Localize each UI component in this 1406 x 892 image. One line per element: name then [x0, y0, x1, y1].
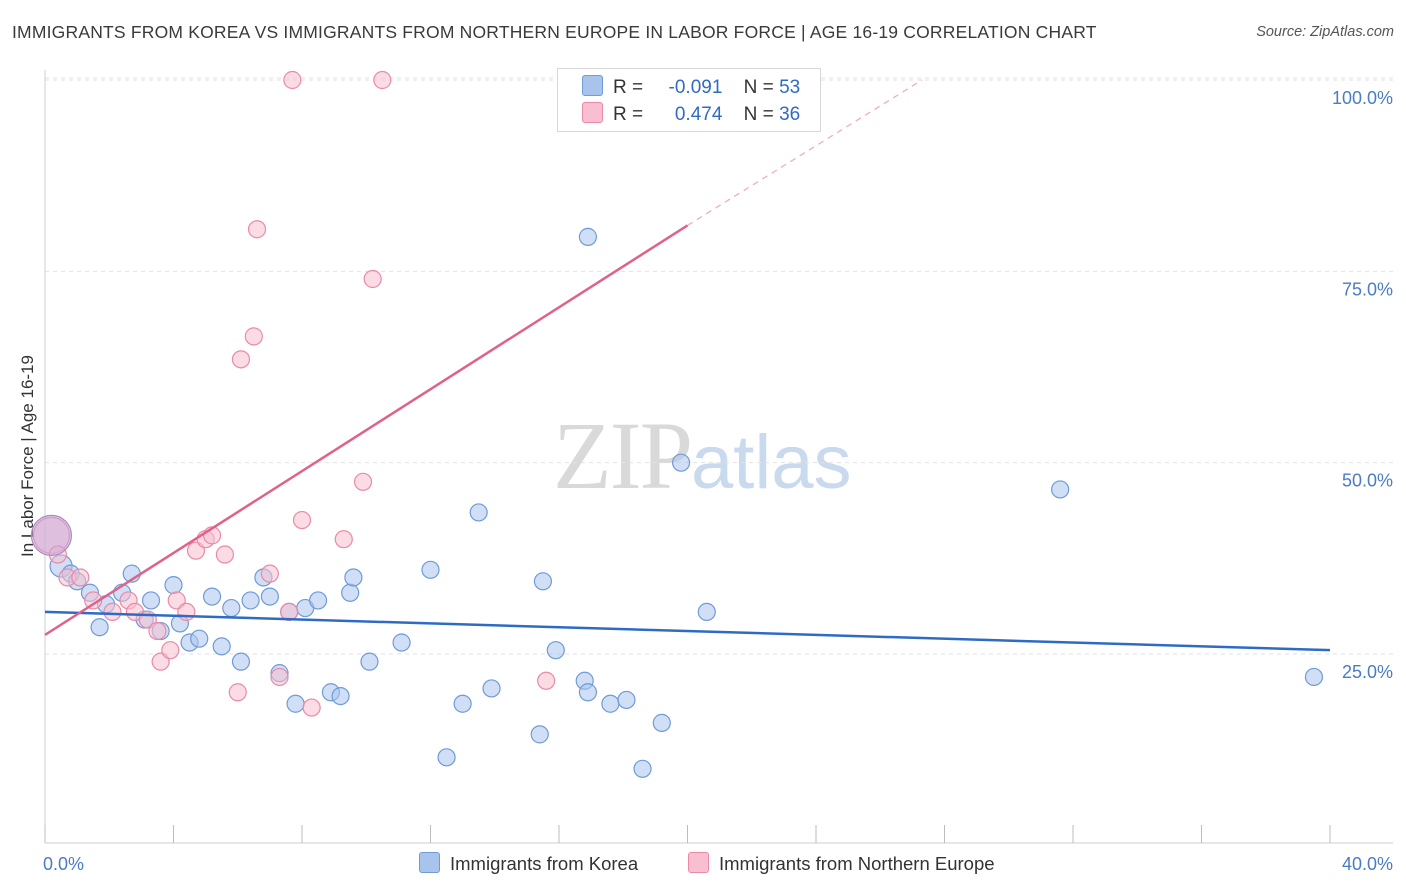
trendline-extension-northern-europe: [687, 79, 923, 226]
point-korea-32: [392, 633, 411, 652]
point-northern-europe-23: [270, 667, 289, 687]
point-korea-40: [546, 641, 565, 660]
trendline-korea: [44, 610, 1331, 652]
legend-n-label-northern-europe: N =: [743, 104, 774, 125]
bottom-legend-label-korea: Immigrants from Korea: [450, 853, 639, 874]
point-northern-europe-20: [244, 327, 263, 346]
y-tick-label-25: 25.0%: [1342, 662, 1393, 682]
bottom-legend-label-northern-europe: Immigrants from Northern Europe: [719, 853, 995, 874]
y-tick-label-75: 75.0%: [1342, 279, 1393, 299]
chart-title: IMMIGRANTS FROM KOREA VS IMMIGRANTS FROM…: [12, 22, 1097, 42]
point-northern-europe-3: [71, 568, 90, 587]
point-korea-18: [231, 652, 251, 671]
point-northern-europe-26: [292, 510, 312, 530]
legend-swatch-northern-europe: [582, 102, 603, 123]
point-northern-europe-30: [363, 269, 382, 289]
point-korea-44: [601, 694, 620, 713]
point-northern-europe-17: [215, 545, 234, 564]
point-korea-9: [141, 591, 161, 610]
point-korea-38: [533, 572, 553, 591]
point-korea-29: [341, 583, 360, 602]
point-korea-28: [331, 686, 350, 706]
y-tick-label-50: 50.0%: [1342, 471, 1393, 491]
point-korea-15: [202, 587, 222, 606]
legend-r-label-northern-europe: R =: [613, 104, 644, 125]
point-northern-europe-27: [302, 698, 321, 717]
point-korea-30: [344, 568, 363, 587]
source-label: Source: ZipAtlas.com: [1256, 24, 1394, 40]
point-korea-16: [212, 637, 231, 656]
legend-row-northern-europe: R = 0.474 N = 36: [582, 102, 800, 128]
bottom-legend-northern-europe: Immigrants from Northern Europe: [688, 852, 995, 875]
point-northern-europe-19: [231, 350, 251, 369]
legend-n-label-korea: N =: [743, 77, 774, 98]
point-korea-34: [437, 748, 456, 767]
point-korea-50: [1051, 480, 1070, 499]
point-northern-europe-18: [228, 683, 247, 702]
point-korea-42: [578, 683, 598, 702]
point-korea-21: [260, 587, 279, 606]
point-korea-14: [190, 629, 209, 648]
point-northern-europe-4: [84, 591, 103, 610]
point-korea-19: [241, 591, 260, 610]
legend-r-value-northern-europe: 0.474: [674, 104, 723, 125]
point-korea-26: [308, 591, 328, 610]
point-korea-35: [453, 694, 472, 713]
point-korea-37: [482, 679, 501, 698]
x-tick-label-min: 0.0%: [43, 854, 84, 874]
point-northern-europe-31: [373, 70, 392, 90]
point-northern-europe-9: [148, 621, 167, 641]
x-tick-label-max: 40.0%: [1342, 854, 1393, 874]
point-korea-11: [164, 576, 183, 595]
point-northern-europe-22: [260, 564, 279, 583]
point-northern-europe-29: [353, 472, 373, 491]
point-korea-51: [1304, 667, 1324, 687]
point-korea-36: [469, 503, 488, 522]
point-korea-45: [617, 690, 636, 710]
point-northern-europe-21: [247, 220, 267, 239]
point-korea-46: [633, 759, 652, 778]
point-korea-49: [697, 602, 716, 622]
legend-r-label-korea: R =: [613, 77, 644, 98]
legend-n-value-northern-europe: 36: [779, 104, 801, 125]
point-korea-39: [530, 725, 549, 744]
point-northern-europe-11: [161, 641, 180, 660]
legend-row-korea: R = -0.091 N = 53: [582, 75, 800, 101]
point-northern-europe-32: [537, 671, 556, 690]
point-korea-43: [578, 227, 598, 246]
trendline-northern-europe: [44, 224, 689, 636]
y-tick-label-100: 100.0%: [1332, 88, 1393, 108]
point-overlap-cluster: [30, 514, 73, 556]
point-korea-47: [652, 713, 671, 732]
watermark-zip: ZIP: [553, 402, 693, 509]
point-korea-48: [671, 453, 691, 472]
point-korea-17: [222, 598, 241, 618]
point-korea-31: [360, 652, 379, 671]
bottom-legend-swatch-northern-europe: [688, 852, 709, 873]
point-northern-europe-5: [103, 602, 122, 622]
point-northern-europe-13: [177, 602, 196, 622]
correlation-legend: R = -0.091 N = 53 R = 0.474 N = 36: [557, 68, 821, 132]
legend-n-value-korea: 53: [779, 77, 801, 98]
bottom-legend-swatch-korea: [419, 852, 440, 873]
bottom-legend-korea: Immigrants from Korea: [419, 852, 638, 875]
point-northern-europe-28: [334, 530, 353, 549]
legend-swatch-korea: [582, 75, 603, 96]
legend-r-value-korea: -0.091: [668, 77, 723, 98]
point-korea-33: [421, 560, 440, 579]
point-korea-4: [90, 618, 109, 637]
point-korea-24: [286, 694, 305, 713]
point-northern-europe-25: [283, 70, 302, 90]
